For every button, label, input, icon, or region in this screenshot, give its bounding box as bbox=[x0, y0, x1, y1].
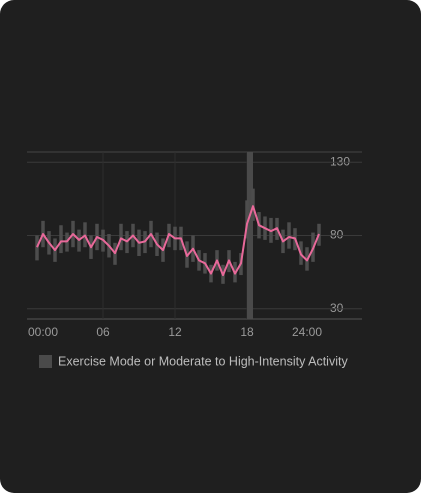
x-tick-label: 18 bbox=[240, 325, 254, 339]
x-tick-label: 12 bbox=[168, 325, 182, 339]
x-tick-label: 06 bbox=[96, 325, 110, 339]
y-tick-label: 80 bbox=[330, 228, 344, 242]
activity-band bbox=[247, 152, 253, 319]
x-tick-label: 00:00 bbox=[28, 325, 58, 339]
y-tick-label: 130 bbox=[330, 154, 350, 168]
x-tick-label: 24:00 bbox=[292, 325, 322, 339]
y-tick-label: 30 bbox=[330, 301, 344, 315]
legend-label: Exercise Mode or Moderate to High-Intens… bbox=[58, 354, 348, 368]
heart-rate-line bbox=[36, 205, 320, 277]
legend-swatch bbox=[39, 355, 52, 368]
